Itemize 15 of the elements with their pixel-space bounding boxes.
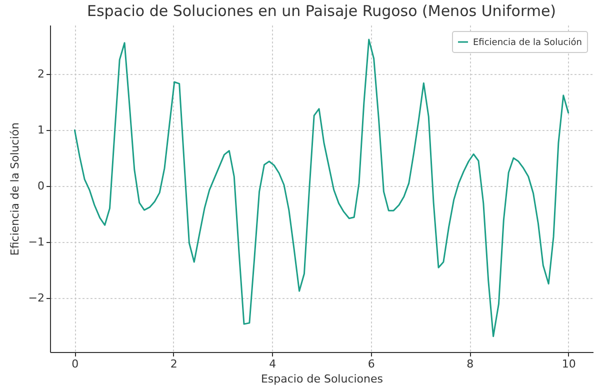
x-tick-label: 2 — [170, 358, 178, 370]
y-tick-label: 2 — [38, 68, 44, 81]
x-tick-label: 8 — [466, 358, 474, 370]
y-tick-label: −2 — [28, 291, 44, 304]
legend-label: Eficiencia de la Solución — [473, 37, 582, 48]
y-tick-label: −1 — [28, 235, 44, 248]
x-tick-label: 4 — [269, 358, 276, 370]
y-tick-label: 1 — [38, 124, 44, 137]
x-tick-label: 0 — [72, 358, 79, 370]
x-axis-title: Espacio de Soluciones — [260, 372, 384, 386]
y-axis-title: Eficiencia de la Solución — [8, 122, 22, 256]
x-tick-label: 6 — [368, 358, 375, 370]
y-tick-label: 0 — [38, 179, 44, 192]
x-tick-label: 10 — [562, 358, 576, 370]
chart-title: Espacio de Soluciones en un Paisaje Rugoso (Menos Uniforme) — [86, 2, 556, 20]
